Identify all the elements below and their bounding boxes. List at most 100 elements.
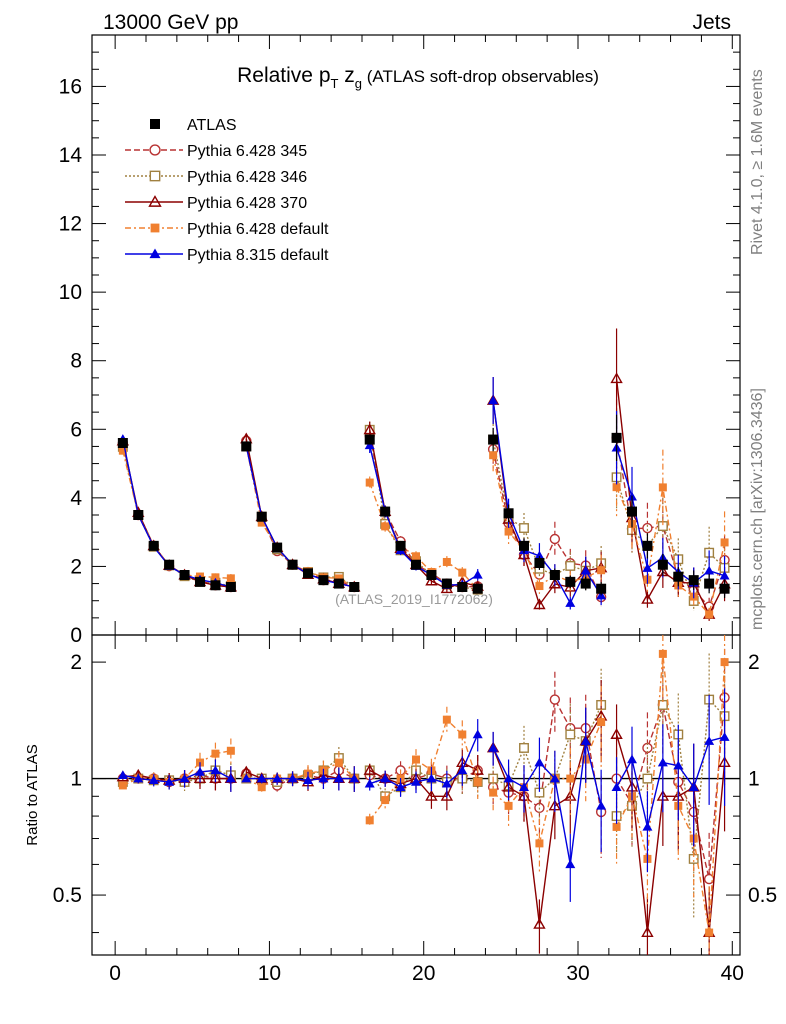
- series-1-ratio-line: [616, 697, 726, 859]
- series-0-main: [117, 399, 730, 616]
- series-0-main-point: [549, 533, 561, 545]
- series-2-main-point: [548, 577, 562, 589]
- atlas-point: [241, 441, 252, 452]
- atlas-point: [657, 559, 668, 570]
- series-2-main-point: [610, 372, 623, 384]
- series-3-ratio-point: [412, 755, 420, 764]
- series-3-main-point: [334, 574, 343, 583]
- series-4-ratio-point: [349, 773, 360, 783]
- series-4-main-point: [580, 565, 591, 575]
- series-3-ratio-point: [566, 774, 575, 783]
- series-1-main-line: [492, 439, 602, 576]
- legend: ATLAS Pythia 6.428 345 Pythia 6.428 346 Pyt…: [125, 117, 329, 264]
- series-2-ratio-point: [610, 728, 623, 739]
- series-4-ratio-point: [195, 766, 205, 776]
- main-y-tick-label: 8: [70, 350, 82, 373]
- atlas-point: [488, 434, 499, 445]
- title-sub-t: T: [331, 76, 339, 91]
- atlas-point: [627, 506, 637, 517]
- atlas-point: [688, 575, 699, 586]
- legend-label-atlas: ATLAS: [187, 117, 237, 134]
- series-2-ratio-line: [615, 734, 726, 933]
- main-y-tick-label: 12: [59, 213, 82, 236]
- series-3-main-point: [458, 568, 467, 577]
- ratio-y-tick-label: 0.5: [53, 884, 82, 907]
- atlas-point: [318, 575, 329, 586]
- series-1-ratio-point: [642, 773, 653, 784]
- series-4-ratio-point: [164, 776, 175, 786]
- ratio-y-tick-label: 1: [70, 768, 82, 791]
- atlas-point: [426, 570, 437, 580]
- series-3-main-point: [365, 478, 374, 487]
- atlas-point: [256, 511, 267, 522]
- series-4-ratio-point: [642, 821, 653, 831]
- atlas-point: [364, 434, 375, 445]
- series-4-main-point: [472, 569, 483, 579]
- series-2-ratio-point: [209, 772, 222, 784]
- series-2-ratio-point: [533, 917, 546, 929]
- series-4-ratio-point: [627, 754, 637, 764]
- legend-label-4: Pythia 8.315 default: [187, 247, 329, 264]
- atlas-point: [272, 542, 283, 553]
- legend-label-3: Pythia 6.428 default: [187, 221, 329, 238]
- series-4-ratio-point: [148, 775, 159, 785]
- atlas-point: [380, 506, 391, 517]
- series-0-main-point: [642, 522, 653, 534]
- atlas-point: [195, 576, 205, 587]
- series-4-ratio-point: [580, 736, 591, 745]
- atlas-point: [395, 540, 406, 551]
- series-3-ratio-point: [365, 816, 374, 825]
- atlas-point: [441, 578, 452, 589]
- series-3-main-point: [211, 573, 220, 582]
- series-4-ratio-point: [673, 760, 684, 770]
- series-3-ratio-point: [226, 746, 235, 755]
- atlas-point: [580, 578, 591, 589]
- ratio-frame: [91, 634, 741, 956]
- series-3-ratio-point: [211, 749, 220, 758]
- series-4-ratio-point: [333, 773, 344, 783]
- series-3-main-point: [535, 582, 544, 591]
- series-2-main-point: [363, 423, 376, 435]
- series-3-main-point: [257, 518, 266, 527]
- series-4-main-point: [488, 395, 499, 405]
- series-3-ratio-point: [535, 839, 544, 848]
- series-4-ratio-line: [615, 736, 725, 828]
- series-3-main-point: [612, 483, 621, 492]
- series-4-ratio-point: [225, 773, 236, 783]
- ratio-y-tick-label-right: 2: [748, 651, 760, 674]
- series-1-main-point: [519, 523, 529, 533]
- series-3-ratio-line: [245, 761, 355, 789]
- title-z: z: [338, 64, 354, 87]
- series-4-ratio: [117, 688, 730, 902]
- title-sub-g: g: [355, 76, 362, 91]
- ratio-ylabel: Ratio to ATLAS: [24, 744, 41, 845]
- series-2-ratio-point: [471, 763, 484, 775]
- series-4-ratio-point: [688, 782, 699, 791]
- series-2-ratio-point: [425, 789, 438, 801]
- atlas-point: [565, 576, 576, 587]
- ratio-panel: 0.5 0.51 12 20 10 20 30 40: [53, 634, 777, 985]
- atlas-point: [457, 582, 468, 592]
- legend-label-2: Pythia 6.428 370: [187, 195, 307, 212]
- atlas-point: [503, 508, 514, 519]
- series-3-ratio-point: [458, 730, 467, 739]
- series-2-ratio-point: [440, 789, 454, 801]
- series-4-ratio-point: [441, 778, 452, 788]
- atlas-point: [210, 580, 221, 591]
- series-3-ratio-point: [257, 783, 266, 792]
- series-4-ratio-point: [117, 770, 128, 780]
- series-4-ratio-point: [719, 732, 730, 741]
- series-4-ratio-point: [364, 778, 375, 788]
- series-3-ratio-point: [442, 715, 451, 724]
- atlas-point: [704, 578, 715, 589]
- series-1-main-point: [565, 560, 576, 571]
- series-3-ratio-point: [597, 718, 606, 727]
- main-y-tick-label: 2: [70, 555, 82, 578]
- series-3-main-line: [492, 455, 602, 588]
- atlas-point: [225, 582, 236, 592]
- series-2-ratio-line: [492, 715, 602, 925]
- series-4-ratio-point: [179, 773, 190, 783]
- series-4-main-point: [565, 598, 576, 607]
- series-4-ratio-point: [287, 773, 298, 783]
